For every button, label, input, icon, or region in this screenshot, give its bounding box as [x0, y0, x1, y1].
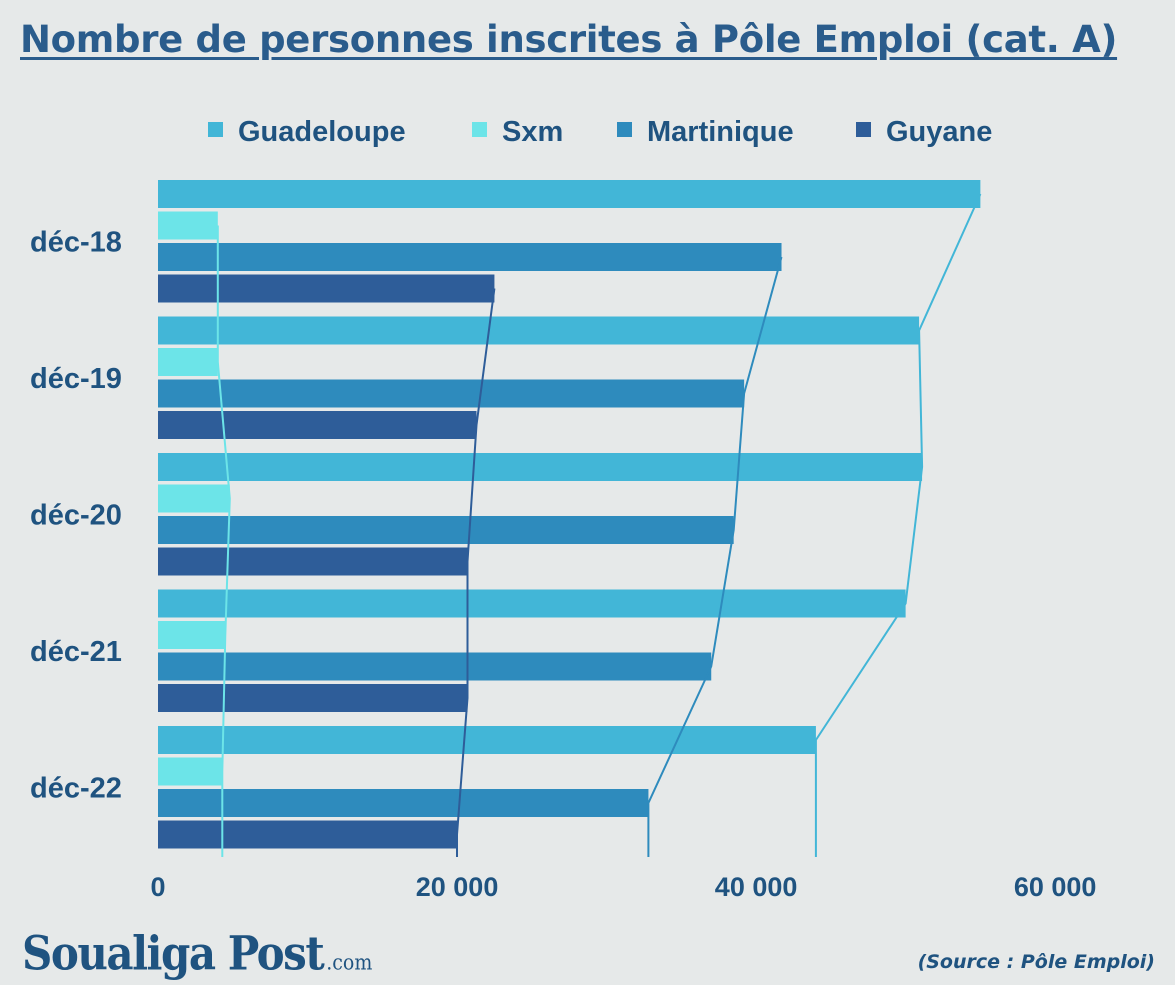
x-tick-label: 20 000	[416, 872, 499, 902]
chart-legend: Guadeloupe Sxm Martinique Guyane	[208, 116, 992, 148]
legend-label-sxm: Sxm	[502, 116, 563, 148]
source-note: (Source : Pôle Emploi)	[917, 951, 1155, 973]
bar-guadeloupe-déc-22	[158, 726, 816, 754]
category-label-déc-19: déc-19	[30, 363, 122, 395]
legend-label-guadeloupe: Guadeloupe	[238, 116, 406, 148]
bar-sxm-déc-20	[158, 484, 230, 513]
trend-line-sxm	[216, 225, 231, 857]
category-labels: déc-18 déc-19 déc-20 déc-21 déc-22	[30, 226, 122, 804]
x-tick-label: 40 000	[715, 872, 798, 902]
bars-group	[158, 180, 981, 849]
soualiga-post-logo[interactable]: Soualiga Post .com	[22, 926, 373, 981]
chart-title: Nombre de personnes inscrites à Pôle Emp…	[20, 18, 1118, 61]
bar-martinique-déc-21	[158, 652, 712, 681]
bar-martinique-déc-22	[158, 789, 649, 817]
bar-guyane-déc-21	[158, 684, 468, 712]
x-tick-labels: 0 20 000 40 000 60 000	[150, 872, 1096, 902]
trend-line-guyane	[456, 288, 496, 857]
bar-sxm-déc-22	[158, 757, 223, 786]
category-label-déc-22: déc-22	[30, 772, 122, 804]
bar-guyane-déc-20	[158, 547, 468, 576]
trend-lines-group	[216, 193, 982, 857]
bar-guadeloupe-déc-18	[158, 180, 981, 208]
category-label-déc-18: déc-18	[30, 226, 122, 258]
bar-guyane-déc-22	[158, 820, 458, 849]
trend-line-guadeloupe	[814, 193, 982, 857]
category-label-déc-20: déc-20	[30, 499, 122, 531]
bar-guyane-déc-18	[158, 274, 495, 303]
trend-line-martinique	[647, 256, 783, 857]
bar-guadeloupe-déc-20	[158, 453, 923, 481]
bar-martinique-déc-20	[158, 516, 734, 544]
bar-guadeloupe-déc-21	[158, 589, 906, 618]
legend-swatch-guadeloupe	[208, 122, 223, 137]
bar-sxm-déc-19	[158, 348, 218, 376]
legend-swatch-martinique	[617, 122, 632, 137]
bar-sxm-déc-21	[158, 621, 226, 649]
legend-swatch-sxm	[472, 122, 487, 137]
x-tick-label: 60 000	[1014, 872, 1097, 902]
legend-label-guyane: Guyane	[886, 116, 992, 148]
legend-swatch-guyane	[856, 122, 871, 137]
bar-guyane-déc-19	[158, 411, 477, 439]
bar-martinique-déc-18	[158, 243, 782, 271]
bar-martinique-déc-19	[158, 379, 745, 408]
x-tick-label: 0	[150, 872, 165, 902]
bar-sxm-déc-18	[158, 211, 218, 240]
category-label-déc-21: déc-21	[30, 636, 122, 668]
legend-label-martinique: Martinique	[647, 116, 794, 148]
bar-guadeloupe-déc-19	[158, 316, 920, 345]
